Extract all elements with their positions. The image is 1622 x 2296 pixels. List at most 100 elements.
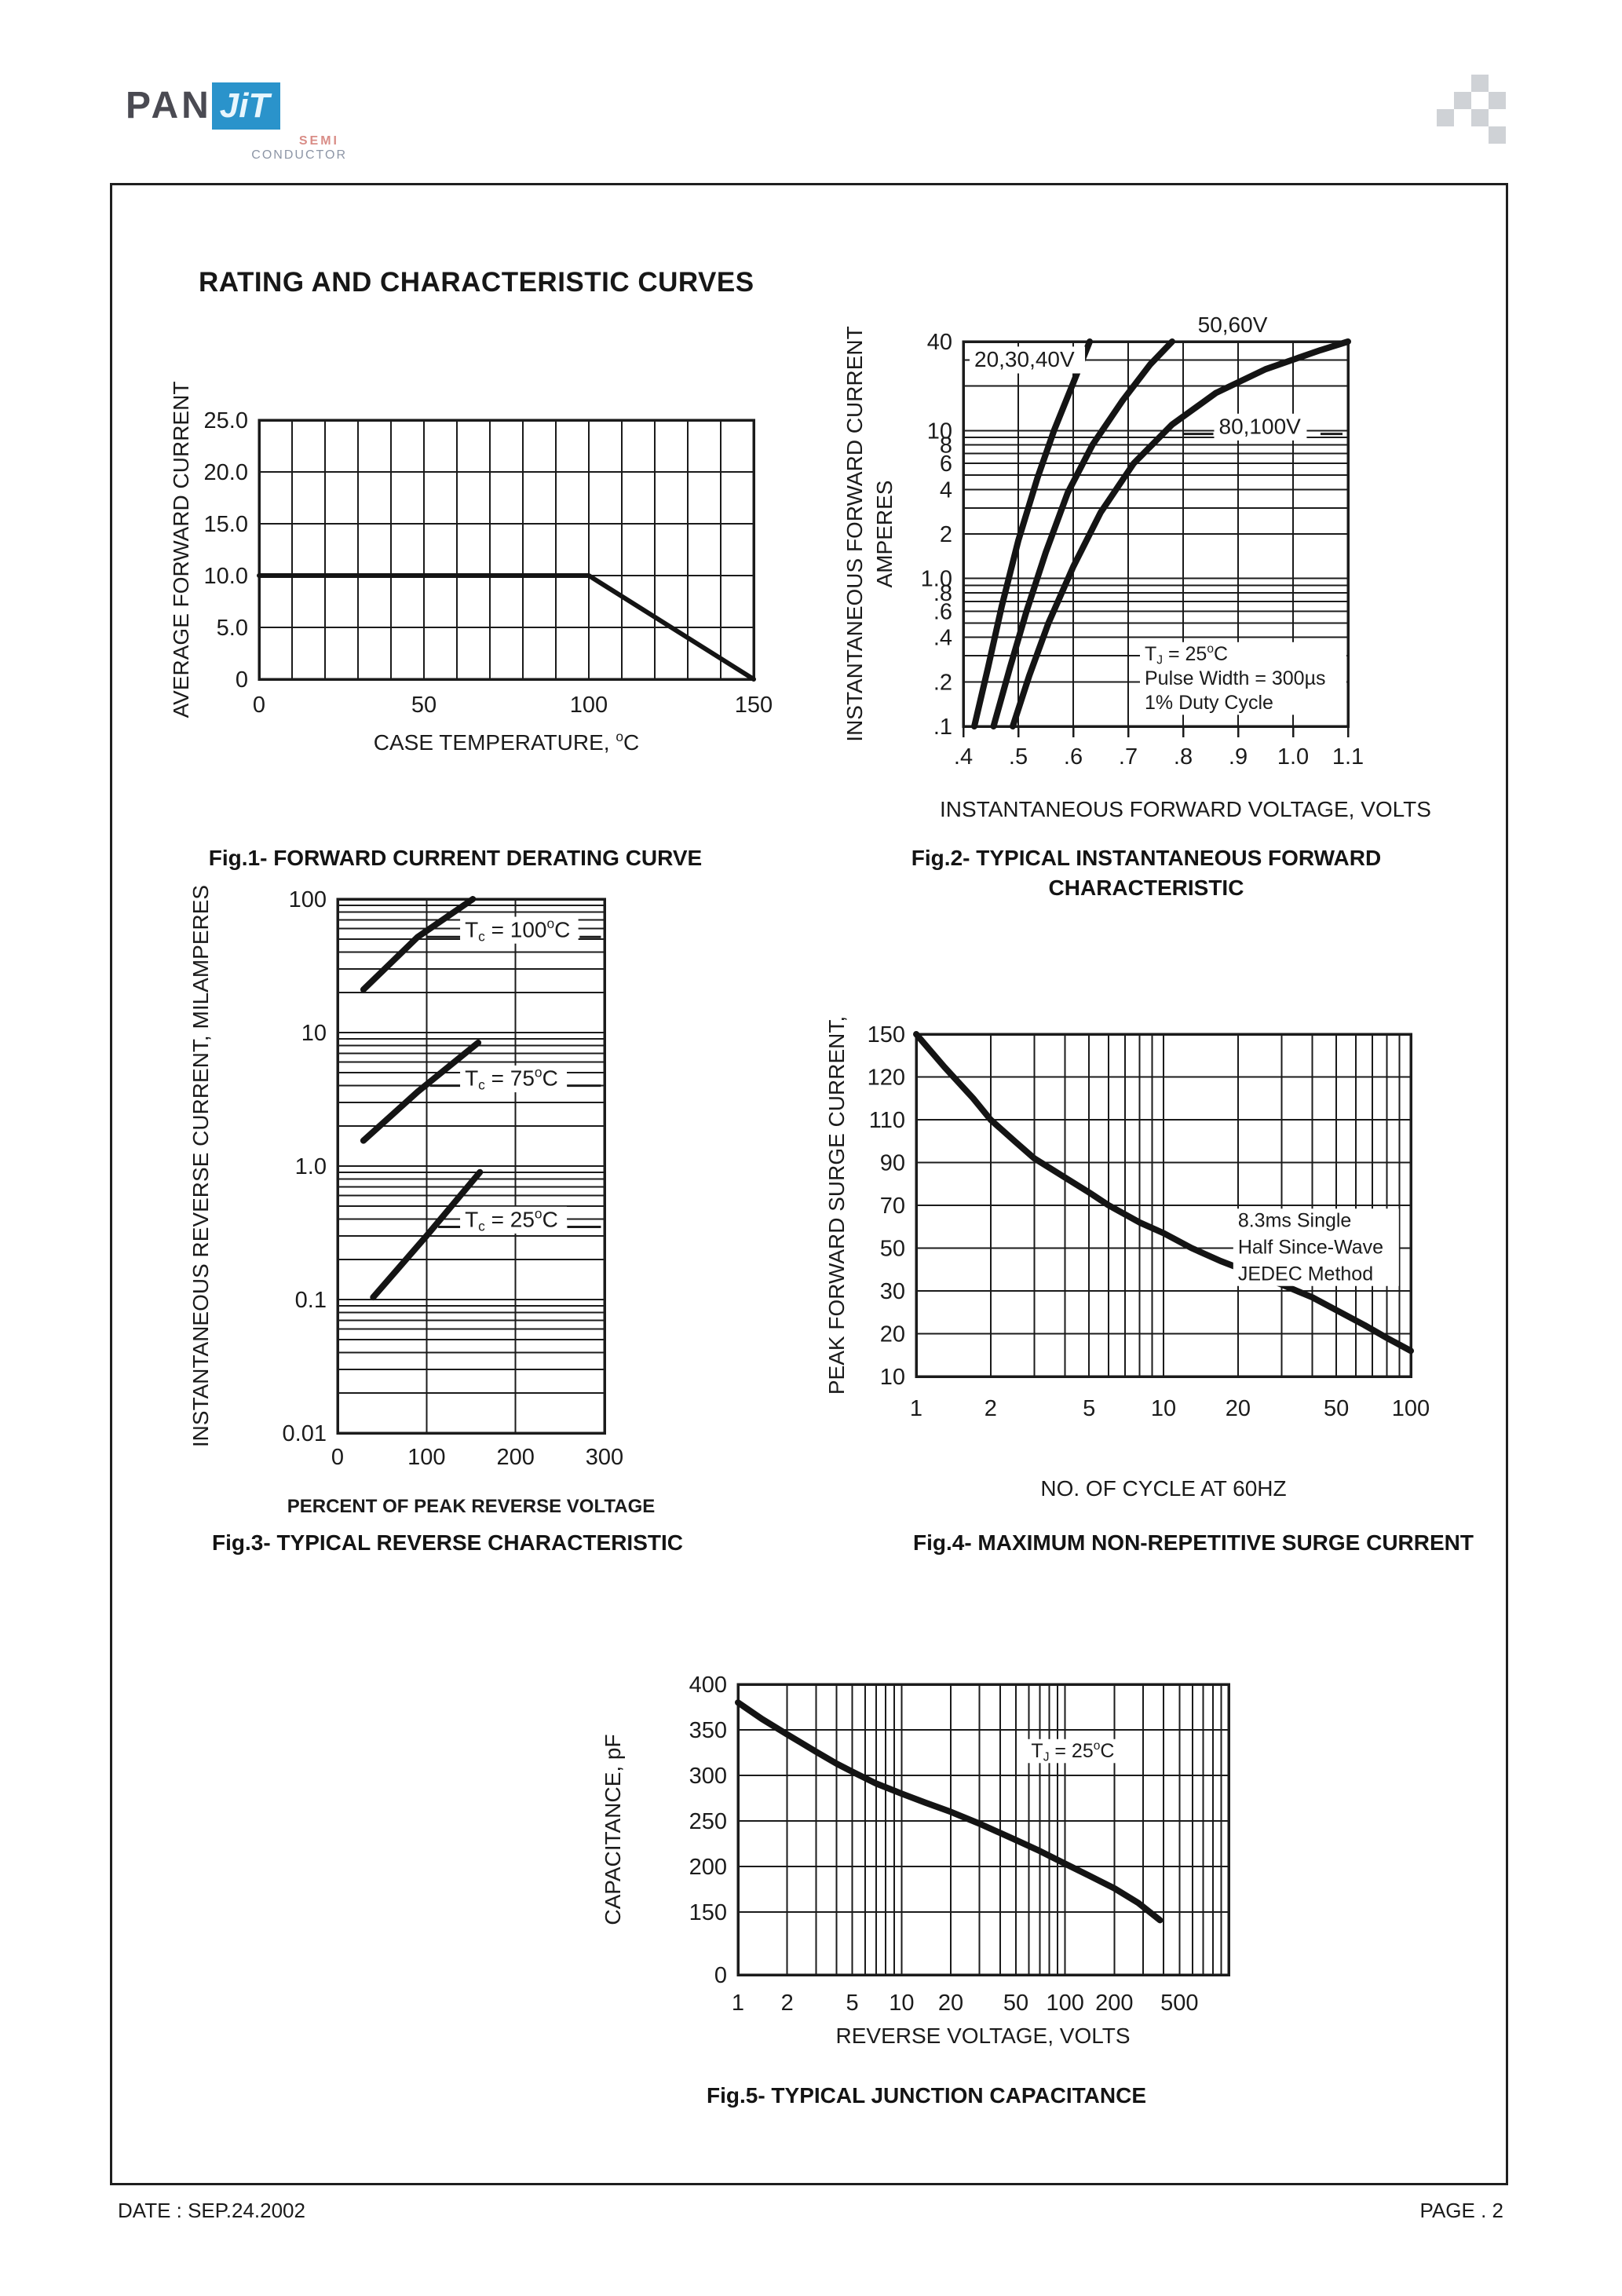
pixel-cell bbox=[1437, 92, 1454, 109]
svg-text:Pulse Width = 300µs: Pulse Width = 300µs bbox=[1145, 667, 1326, 689]
fig5-xtick-10: 10 bbox=[889, 1991, 914, 2016]
fig2-ylabel-1: AMPERES bbox=[872, 481, 897, 588]
fig1-xlabel: CASE TEMPERATURE, oC bbox=[374, 729, 639, 755]
fig4-plot-border bbox=[915, 1033, 1412, 1378]
fig3-xtick-100: 100 bbox=[407, 1445, 445, 1470]
svg-text:50,60V: 50,60V bbox=[1198, 313, 1268, 337]
pixel-cell bbox=[1454, 92, 1471, 109]
fig3-ytick-0.1: 0.1 bbox=[295, 1288, 327, 1313]
fig4-caption: Fig.4- MAXIMUM NON-REPETITIVE SURGE CURR… bbox=[912, 1530, 1474, 1555]
fig4-xtick-100: 100 bbox=[1392, 1396, 1430, 1421]
fig1-xtick-150: 150 bbox=[735, 693, 773, 718]
fig3-curve-Tc=100C bbox=[360, 896, 477, 993]
fig2-ytick-1.0: 1.0 bbox=[921, 567, 952, 592]
fig3-caption: Fig.3- TYPICAL REVERSE CHARACTERISTIC bbox=[212, 1530, 683, 1555]
fig4-ytick-50: 50 bbox=[880, 1237, 905, 1262]
fig1-xtick-100: 100 bbox=[570, 693, 608, 718]
svg-text:Tc = 100oC: Tc = 100oC bbox=[465, 916, 570, 944]
svg-text:20,30,40V: 20,30,40V bbox=[974, 347, 1075, 371]
logo-text-pan: PAN bbox=[126, 85, 212, 126]
fig2-ytick-8: 8 bbox=[940, 433, 952, 459]
fig3-tick-labels: 100 10 1.0 0.1 0.010 100 200 300 bbox=[283, 887, 624, 1470]
fig4-xtick-50: 50 bbox=[1324, 1396, 1349, 1421]
fig2-xtick-.6: .6 bbox=[1064, 744, 1083, 770]
fig2-ytick-.2: .2 bbox=[933, 670, 952, 695]
fig1-xtick-50: 50 bbox=[411, 693, 437, 718]
fig1-gridlines bbox=[258, 419, 754, 680]
fig2-ytick-4: 4 bbox=[940, 477, 952, 503]
svg-text:TJ = 25oC: TJ = 25oC bbox=[1031, 1739, 1114, 1764]
pixel-cell bbox=[1471, 92, 1489, 109]
svg-text:1% Duty Cycle: 1% Duty Cycle bbox=[1145, 692, 1273, 714]
fig4-ytick-90: 90 bbox=[880, 1151, 905, 1176]
pixel-cell bbox=[1471, 109, 1489, 126]
fig1-tick-labels: 25.0 20.0 15.0 10.0 5.0 00 50 100 150 bbox=[204, 408, 773, 718]
fig1-ytick-20.0: 20.0 bbox=[204, 460, 248, 485]
fig1-curve-derating-curve bbox=[257, 573, 756, 682]
fig4-ytick-30: 30 bbox=[880, 1279, 905, 1304]
fig1-ytick-5.0: 5.0 bbox=[217, 616, 248, 641]
fig5-ytick-150: 150 bbox=[689, 1900, 727, 1925]
fig5-plot-border bbox=[736, 1683, 1230, 1976]
fig5-ytick-0: 0 bbox=[714, 1963, 727, 1988]
fig4-xtick-20: 20 bbox=[1226, 1396, 1251, 1421]
fig2-caption: Fig.2- TYPICAL INSTANTANEOUS FORWARD CHA… bbox=[911, 846, 1382, 900]
fig2-plot-border bbox=[962, 340, 1350, 728]
fig3-ytick-0.01: 0.01 bbox=[283, 1421, 327, 1446]
fig5-tick-labels: 400 350 300 250 200 150 01 2 5 10 20 50 100 200 500 bbox=[689, 1673, 1199, 2016]
fig1-ytick-25.0: 25.0 bbox=[204, 408, 248, 433]
fig2-ytick-40: 40 bbox=[927, 330, 952, 355]
fig1-caption: Fig.1- FORWARD CURRENT DERATING CURVE bbox=[208, 846, 703, 870]
fig2-ytick-6: 6 bbox=[940, 452, 952, 477]
fig2-ytick-2: 2 bbox=[940, 522, 952, 547]
fig5-annotation-0: TJ = 25oC bbox=[1026, 1738, 1123, 1764]
pixel-pattern-icon bbox=[1437, 75, 1506, 144]
logo-text-jit: JiT bbox=[211, 82, 281, 130]
fig4-ytick-120: 120 bbox=[868, 1066, 905, 1091]
pixel-cell bbox=[1471, 75, 1489, 92]
fig4-xtick-1: 1 bbox=[910, 1396, 922, 1421]
fig5-ytick-350: 350 bbox=[689, 1718, 727, 1743]
fig5-curve-junction-capacitance bbox=[735, 1699, 1164, 1924]
svg-text:8.3ms Single: 8.3ms Single bbox=[1238, 1209, 1352, 1231]
fig2-xtick-.9: .9 bbox=[1229, 744, 1248, 770]
fig2-ytick-10: 10 bbox=[927, 419, 952, 444]
fig2-ytick-.4: .4 bbox=[933, 626, 952, 651]
fig2-ytick-.1: .1 bbox=[933, 715, 952, 740]
svg-text:80,100V: 80,100V bbox=[1219, 415, 1302, 439]
fig4-ytick-70: 70 bbox=[880, 1194, 905, 1219]
logo-text-conductor: CONDUCTOR bbox=[251, 148, 347, 162]
fig3-annotation-2: Tc = 25oC bbox=[438, 1205, 601, 1234]
fig4-xtick-10: 10 bbox=[1151, 1396, 1176, 1421]
fig4-ytick-110: 110 bbox=[869, 1108, 905, 1133]
pixel-cell bbox=[1489, 75, 1506, 92]
fig5-chart: TJ = 25oC 400 350 300 250 200 150 01 2 5 10 20 50 100… bbox=[601, 1673, 1230, 2048]
fig2-xtick-.8: .8 bbox=[1174, 744, 1193, 770]
fig3-ytick-100: 100 bbox=[289, 887, 327, 912]
fig3-annotation-1: Tc = 75oC bbox=[429, 1064, 601, 1093]
panjit-logo: PAN JiT SEMI CONDUCTOR bbox=[126, 82, 361, 163]
fig3-ytick-10: 10 bbox=[301, 1021, 327, 1046]
fig3-xlabel: PERCENT OF PEAK REVERSE VOLTAGE bbox=[287, 1496, 656, 1517]
fig5-gridlines bbox=[737, 1684, 1229, 1975]
fig3-xtick-300: 300 bbox=[586, 1445, 623, 1470]
pixel-cell bbox=[1437, 126, 1454, 144]
fig3-annotation-0: Tc = 100oC bbox=[427, 916, 601, 944]
fig5-xtick-50: 50 bbox=[1003, 1991, 1028, 2016]
fig2-xtick-1.0: 1.0 bbox=[1277, 744, 1309, 770]
logo-row: PAN JiT bbox=[126, 82, 361, 130]
fig4-chart: 8.3ms Single Half Since-Wave JEDEC Method 1… bbox=[824, 1016, 1430, 1501]
fig3-xtick-0: 0 bbox=[331, 1445, 344, 1470]
fig2-curve-50,60V bbox=[990, 338, 1175, 729]
page-title: RATING AND CHARACTERISTIC CURVES bbox=[199, 267, 754, 298]
svg-text:Tc = 75oC: Tc = 75oC bbox=[465, 1064, 558, 1092]
fig3-xtick-200: 200 bbox=[496, 1445, 534, 1470]
fig4-curve-surge-current bbox=[913, 1031, 1414, 1355]
fig4-ytick-20: 20 bbox=[880, 1322, 905, 1347]
fig1-plot-border bbox=[258, 419, 755, 681]
fig5-xtick-200: 200 bbox=[1095, 1991, 1133, 2016]
pixel-cell bbox=[1454, 126, 1471, 144]
fig3-ytick-1.0: 1.0 bbox=[295, 1154, 327, 1179]
fig2-ylabel-0: INSTANTANEOUS FORWARD CURRENT bbox=[842, 326, 867, 741]
